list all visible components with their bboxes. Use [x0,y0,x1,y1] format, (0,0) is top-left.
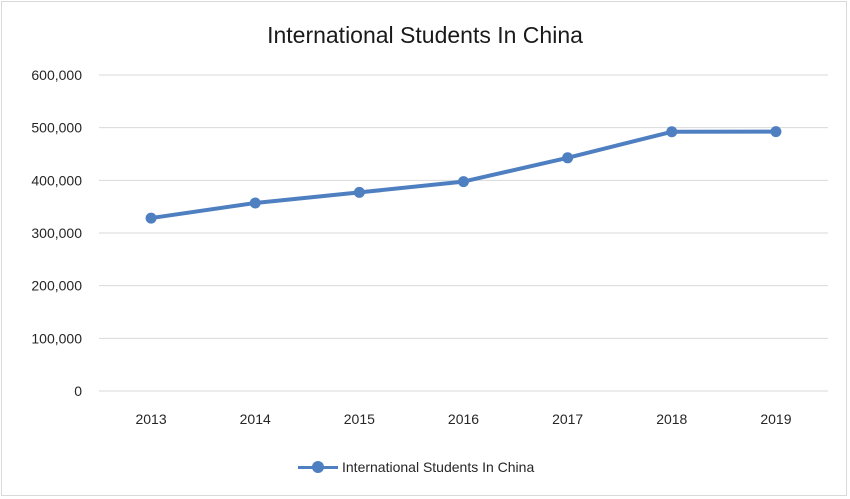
y-tick-label: 100,000 [31,330,82,346]
x-tick-label: 2019 [760,411,791,427]
data-point [562,152,574,164]
x-tick-label: 2017 [552,411,583,427]
legend-swatch [298,456,338,478]
y-tick-label: 400,000 [31,172,82,188]
data-point [145,212,157,224]
x-tick-label: 2016 [448,411,479,427]
y-tick-label: 0 [74,383,82,399]
x-axis-ticks: 2013 2014 2015 2016 2017 2018 2019 [135,411,791,427]
x-tick-label: 2013 [135,411,166,427]
y-tick-label: 500,000 [31,120,82,136]
gridlines [99,74,828,392]
data-point [353,186,365,198]
y-tick-label: 200,000 [31,278,82,294]
chart-title: International Students In China [267,22,583,48]
y-axis-ticks: 0 100,000 200,000 300,000 400,000 500,000 600,… [31,67,82,399]
x-tick-label: 2015 [344,411,375,427]
data-point [770,126,782,138]
legend: International Students In China [298,456,534,478]
y-tick-label: 600,000 [31,67,82,83]
x-tick-label: 2018 [656,411,687,427]
series-layer [145,126,782,224]
data-point [666,126,678,138]
series-line [149,129,778,221]
legend-label: International Students In China [342,459,535,475]
data-point [249,197,261,209]
x-tick-label: 2014 [240,411,271,427]
y-tick-label: 300,000 [31,225,82,241]
data-point [458,176,469,188]
